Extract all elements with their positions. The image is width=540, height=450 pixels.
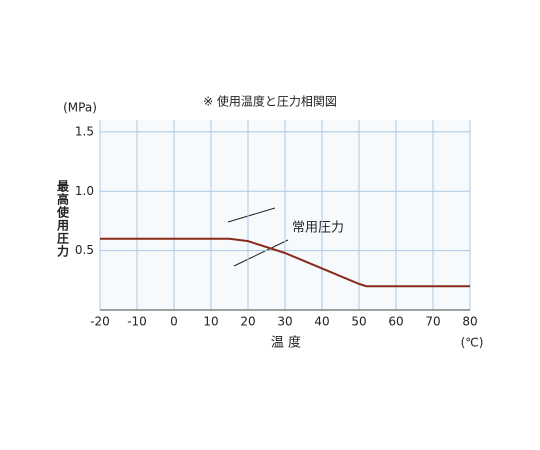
leader-line <box>233 239 289 267</box>
x-tick-label: 50 <box>351 315 366 329</box>
x-tick-label: 60 <box>388 315 403 329</box>
y-tick-label: 1.0 <box>75 184 94 198</box>
y-tick-label: 0.5 <box>75 243 94 257</box>
x-tick-label: 70 <box>425 315 440 329</box>
y-unit: (MPa) <box>63 101 97 115</box>
y-tick-label: 1.5 <box>75 124 94 138</box>
data-line <box>100 237 470 288</box>
y-axis-label: 最高使用圧力 <box>56 180 70 258</box>
x-tick-label: 20 <box>240 315 255 329</box>
x-tick-label: -20 <box>90 315 110 329</box>
x-tick-label: 30 <box>277 315 292 329</box>
x-tick-label: 0 <box>170 315 178 329</box>
x-tick-label: -10 <box>127 315 147 329</box>
x-tick-label: 40 <box>314 315 329 329</box>
x-tick-label: 80 <box>462 315 477 329</box>
x-unit: (℃) <box>461 336 484 350</box>
chart-title: ※ 使用温度と圧力相関図 <box>203 94 337 109</box>
leader-line <box>227 207 276 223</box>
annotation: 常用圧力 <box>292 221 344 236</box>
x-tick-label: 10 <box>203 315 218 329</box>
x-axis-label: 温 度 <box>271 335 301 351</box>
